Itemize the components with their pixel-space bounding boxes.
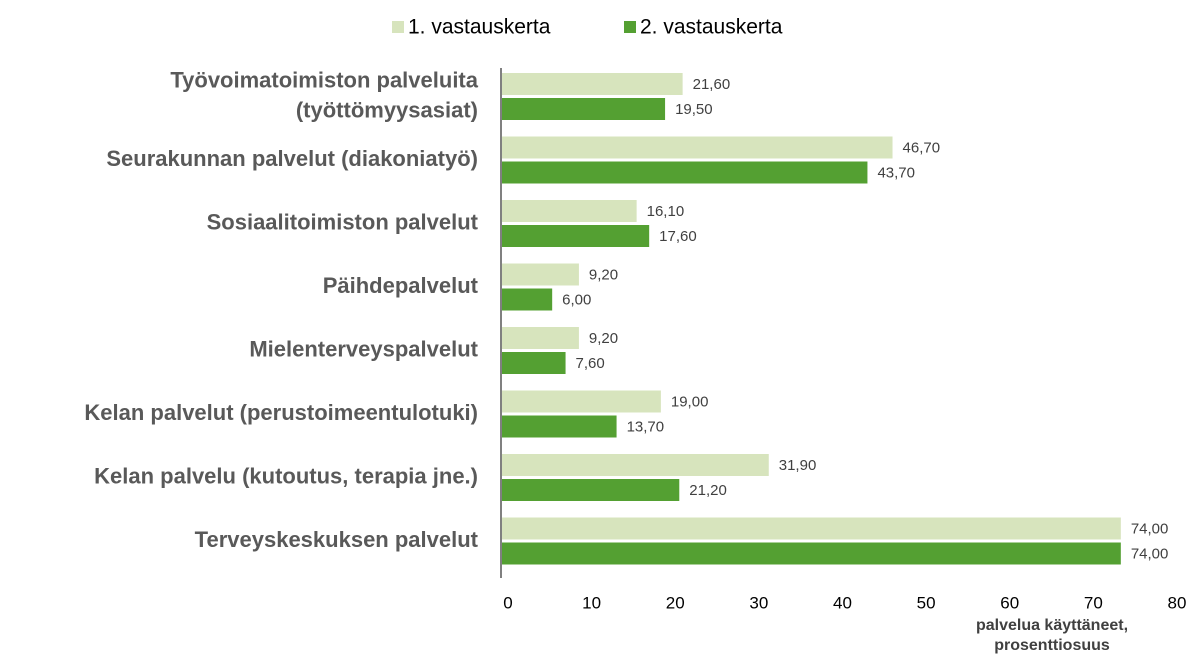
bar	[502, 73, 683, 95]
x-tick-label: 50	[917, 593, 936, 612]
bar	[502, 136, 893, 159]
category-label: Työvoimatoimiston palveluita	[170, 67, 478, 92]
x-tick-label: 30	[749, 593, 768, 612]
value-label: 9,20	[589, 330, 618, 347]
x-tick-label: 0	[503, 593, 512, 612]
bar	[502, 263, 579, 286]
category-label: Terveyskeskuksen palvelut	[195, 527, 479, 552]
legend-label: 1. vastauskerta	[408, 16, 551, 39]
bar	[502, 454, 769, 476]
bar	[502, 225, 650, 247]
bar	[502, 161, 868, 184]
x-tick-label: 70	[1084, 593, 1103, 612]
bar	[502, 327, 579, 349]
value-label: 21,60	[693, 76, 731, 93]
category-label: Päihdepalvelut	[323, 273, 479, 298]
bar	[502, 352, 566, 374]
x-tick-label: 20	[666, 593, 685, 612]
x-axis-label: prosenttiosuus	[994, 637, 1110, 654]
value-label: 74,00	[1131, 520, 1169, 537]
category-label: Kelan palvelu (kutoutus, terapia jne.)	[94, 463, 478, 488]
value-label: 74,00	[1131, 545, 1169, 562]
bar	[502, 542, 1121, 565]
category-label: Sosiaalitoimiston palvelut	[207, 209, 479, 234]
x-tick-label: 60	[1000, 593, 1019, 612]
value-label: 43,70	[877, 164, 915, 181]
value-label: 19,50	[675, 101, 713, 118]
value-label: 17,60	[659, 228, 697, 245]
bar	[502, 98, 666, 120]
bar	[502, 390, 661, 413]
value-label: 16,10	[647, 203, 685, 220]
x-tick-label: 80	[1168, 593, 1187, 612]
category-label: Seurakunnan palvelut (diakoniatyö)	[106, 146, 478, 171]
category-label: Mielenterveyspalvelut	[249, 336, 478, 361]
category-label: Kelan palvelut (perustoimeentulotuki)	[84, 400, 478, 425]
bar	[502, 479, 680, 501]
bar	[502, 517, 1121, 540]
category-label: (työttömyysasiat)	[296, 97, 478, 122]
value-label: 31,90	[779, 457, 817, 474]
x-tick-label: 10	[582, 593, 601, 612]
x-tick-label: 40	[833, 593, 852, 612]
bar	[502, 200, 637, 222]
bar	[502, 415, 617, 438]
value-label: 21,20	[689, 482, 727, 499]
value-label: 9,20	[589, 266, 618, 283]
value-label: 19,00	[671, 393, 709, 410]
value-label: 6,00	[562, 291, 591, 308]
bar	[502, 288, 553, 311]
x-axis-label: palvelua käyttäneet,	[976, 617, 1128, 634]
value-label: 13,70	[627, 418, 665, 435]
value-label: 7,60	[576, 355, 605, 372]
legend-label: 2. vastauskerta	[640, 16, 783, 39]
legend-swatch	[624, 21, 636, 33]
value-label: 46,70	[903, 139, 941, 156]
legend-swatch	[392, 21, 404, 33]
